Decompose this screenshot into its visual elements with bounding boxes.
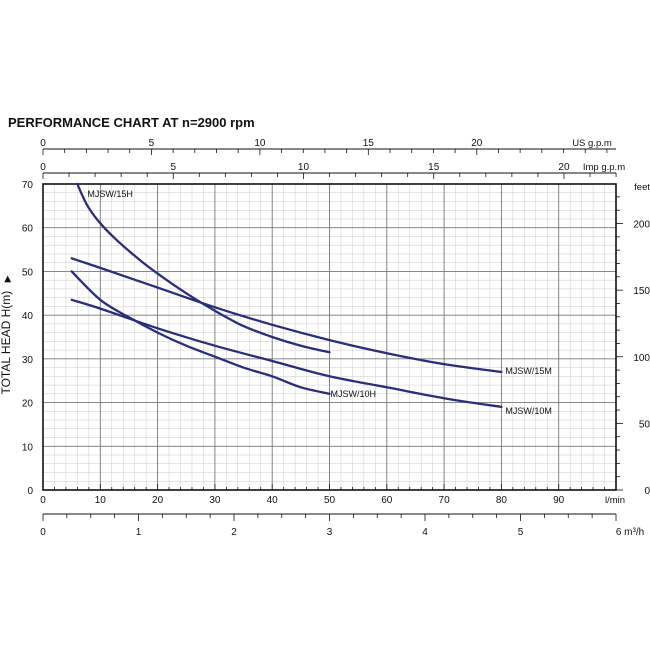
tick-label: 15 — [428, 162, 440, 173]
x-tick-label: 60 — [381, 495, 393, 506]
x-tick-label: 40 — [267, 495, 279, 506]
x-tick-label: 30 — [209, 495, 221, 506]
curve-label-mjsw-10h: MJSW/10H — [331, 389, 377, 399]
y-tick-label: 10 — [22, 442, 34, 453]
x-tick-label: 0 — [40, 495, 46, 506]
m3h-tick-label: 6 m³/h — [616, 527, 644, 538]
feet-axis-unit: feet — [634, 182, 650, 193]
curve-mjsw-15m — [70, 257, 503, 374]
x-axis-unit: l/min — [605, 495, 625, 506]
y-tick-label: 40 — [22, 311, 34, 322]
tick-label: 5 — [149, 138, 155, 149]
y-tick-label: 30 — [22, 355, 34, 366]
curve-label-mjsw-15h: MJSW/15H — [87, 189, 133, 199]
y-tick-label: 50 — [22, 267, 34, 278]
y-axis-title: TOTAL HEAD H(m) ▶ — [0, 275, 13, 394]
curve-mjsw-10h — [70, 270, 331, 395]
y-tick-label: 0 — [27, 486, 33, 497]
tick-label: 20 — [558, 162, 570, 173]
feet-tick-label: 150 — [633, 286, 650, 297]
y-axis-arrow: ▶ — [2, 275, 12, 282]
m3h-tick-label: 2 — [231, 527, 237, 538]
curves — [70, 182, 503, 409]
imp-gpm-axis: 0 5 10 15 20 Imp g.p.m — [40, 162, 625, 179]
y-axis-label-text: TOTAL HEAD H(m) — [0, 291, 13, 395]
tick-label: 15 — [363, 138, 375, 149]
feet-tick-label: 200 — [633, 220, 650, 231]
x-tick-label: 70 — [439, 495, 451, 506]
curve-label-mjsw-15m: MJSW/15M — [505, 366, 552, 376]
head-feet-axis: 0 50 100 150 200 feet — [616, 182, 650, 497]
axis-unit: Imp g.p.m — [583, 162, 625, 173]
curve-label-mjsw-10m: MJSW/10M — [505, 406, 552, 416]
y-tick-label: 20 — [22, 399, 34, 410]
axis-unit: US g.p.m — [572, 138, 612, 149]
y-tick-label: 60 — [22, 224, 34, 235]
m3h-tick-label: 5 — [518, 527, 524, 538]
lmin-axis: 0 10 20 30 40 50 60 70 80 90 l/min — [40, 484, 625, 506]
major-grid — [42, 183, 617, 491]
tick-label: 0 — [40, 162, 46, 173]
curve-mjsw-10m — [70, 298, 503, 409]
tick-label: 5 — [170, 162, 176, 173]
x-tick-label: 90 — [553, 495, 565, 506]
tick-label: 10 — [298, 162, 310, 173]
feet-tick-label: 100 — [633, 353, 650, 364]
y-tick-label: 70 — [22, 180, 34, 191]
x-tick-label: 50 — [324, 495, 336, 506]
tick-label: 20 — [471, 138, 483, 149]
x-tick-label: 10 — [95, 495, 107, 506]
m3h-axis: 0 1 2 3 4 5 6 m³/h — [40, 513, 644, 538]
us-gpm-axis: 0 5 10 15 20 US g.p.m — [40, 138, 616, 155]
tick-label: 10 — [254, 138, 266, 149]
m3h-tick-label: 4 — [422, 527, 428, 538]
curve-labels: MJSW/15H MJSW/15M MJSW/10H MJSW/10M — [87, 189, 552, 416]
x-tick-label: 20 — [152, 495, 164, 506]
m3h-tick-label: 0 — [40, 527, 46, 538]
y-axis-label: TOTAL HEAD H(m) ▶ — [0, 275, 13, 394]
curve-mjsw-15h — [76, 182, 331, 354]
feet-tick-label: 0 — [644, 486, 650, 497]
chart-title: PERFORMANCE CHART AT n=2900 rpm — [8, 115, 255, 130]
tick-label: 0 — [40, 138, 46, 149]
m3h-tick-label: 3 — [327, 527, 333, 538]
m3h-tick-label: 1 — [136, 527, 142, 538]
x-tick-label: 80 — [496, 495, 508, 506]
feet-tick-label: 50 — [639, 419, 650, 430]
head-m-axis: 0 10 20 30 40 50 60 70 — [22, 180, 34, 497]
